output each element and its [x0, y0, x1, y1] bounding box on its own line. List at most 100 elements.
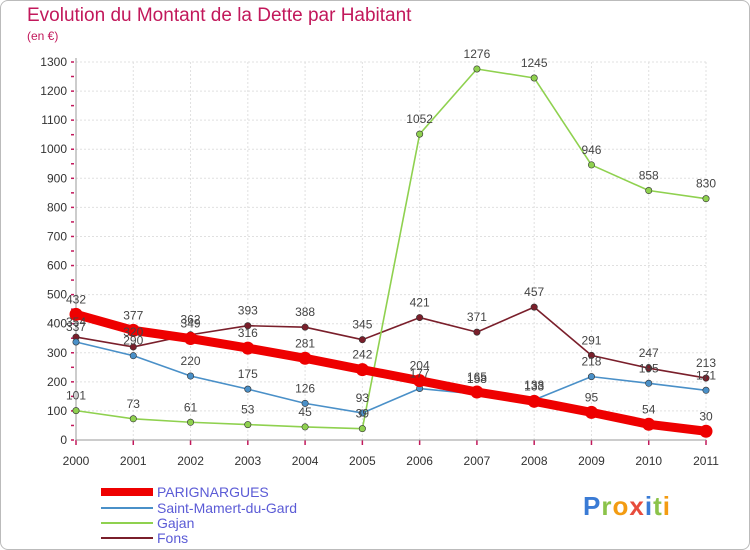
y-tick-label: 1100 — [41, 113, 67, 127]
data-label-gajan: 73 — [127, 397, 141, 411]
data-label-fons: 362 — [181, 313, 201, 327]
data-label-gajan: 1276 — [464, 47, 491, 61]
data-point-gajan — [587, 161, 595, 169]
data-label-fons: 213 — [696, 356, 716, 370]
data-point-fons — [358, 336, 366, 344]
data-point-gajan — [301, 423, 309, 431]
legend-label: Gajan — [157, 515, 195, 531]
data-label-saint-mamert-du-gard: 218 — [581, 355, 601, 369]
data-label-fons: 457 — [524, 285, 544, 299]
data-point-parignargues — [413, 374, 427, 388]
data-label-parignargues: 54 — [642, 402, 656, 416]
legend-swatch-saint-mamert — [101, 507, 153, 509]
data-label-saint-mamert-du-gard: 175 — [238, 367, 258, 381]
data-label-parignargues: 242 — [352, 348, 372, 362]
legend-swatch-parignargues — [101, 488, 153, 496]
x-tick-label: 2009 — [578, 454, 605, 468]
data-label-fons: 421 — [410, 296, 430, 310]
x-tick-label: 2010 — [635, 454, 662, 468]
series-line-gajan — [418, 68, 707, 200]
data-point-saint-mamert-du-gard — [645, 379, 653, 387]
data-label-parignargues: 133 — [524, 379, 544, 393]
data-point-parignargues — [642, 417, 656, 431]
legend-swatch-fons — [101, 537, 153, 539]
data-point-fons — [473, 328, 481, 336]
data-point-parignargues — [527, 394, 541, 408]
data-label-parignargues: 349 — [181, 317, 201, 331]
data-point-parignargues — [298, 351, 312, 365]
x-tick-label: 2004 — [292, 454, 319, 468]
legend-label: PARIGNARGUES — [157, 484, 269, 500]
data-point-gajan — [129, 415, 137, 423]
y-tick-label: 100 — [47, 404, 67, 418]
data-label-parignargues: 432 — [66, 292, 86, 306]
data-point-parignargues — [584, 405, 598, 419]
y-tick-label: 1200 — [40, 84, 67, 98]
data-label-parignargues: 316 — [238, 326, 258, 340]
series-line-gajan-jump — [361, 133, 421, 429]
data-label-parignargues: 377 — [123, 308, 143, 322]
data-point-saint-mamert-du-gard — [702, 386, 710, 394]
x-tick-label: 2003 — [234, 454, 261, 468]
proxiti-logo: Proxiti — [583, 491, 671, 521]
data-point-fons — [301, 323, 309, 331]
data-label-gajan: 1052 — [406, 112, 433, 126]
data-label-saint-mamert-du-gard: 290 — [123, 334, 143, 348]
data-label-fons: 354 — [66, 315, 86, 329]
x-tick-label: 2011 — [693, 454, 719, 468]
data-label-saint-mamert-du-gard: 171 — [696, 368, 716, 382]
data-point-fons — [645, 364, 653, 372]
x-tick-label: 2001 — [120, 454, 147, 468]
data-label-saint-mamert-du-gard: 220 — [181, 354, 201, 368]
data-label-saint-mamert-du-gard: 138 — [524, 378, 544, 392]
data-label-saint-mamert-du-gard: 337 — [66, 320, 86, 334]
data-point-saint-mamert-du-gard — [587, 373, 595, 381]
y-tick-label: 600 — [47, 259, 67, 273]
data-label-parignargues: 30 — [699, 409, 713, 423]
data-label-gajan: 858 — [639, 169, 659, 183]
data-point-gajan — [72, 407, 80, 415]
data-label-gajan: 53 — [241, 403, 255, 417]
series-line-fons — [75, 306, 707, 379]
x-tick-label: 2000 — [63, 454, 90, 468]
y-tick-label: 500 — [47, 288, 67, 302]
data-point-parignargues — [355, 363, 369, 377]
data-point-fons — [587, 351, 595, 359]
x-tick-label: 2006 — [406, 454, 433, 468]
legend-label: Fons — [157, 530, 189, 546]
data-point-fons — [702, 374, 710, 382]
data-label-parignargues: 165 — [467, 370, 487, 384]
data-label-gajan: 830 — [696, 177, 716, 191]
data-point-saint-mamert-du-gard — [244, 385, 252, 393]
chart-title: Evolution du Montant de la Dette par Hab… — [27, 5, 412, 26]
data-label-gajan: 101 — [66, 389, 86, 403]
data-label-gajan: 39 — [356, 407, 370, 421]
data-point-gajan — [645, 187, 653, 195]
data-point-parignargues — [184, 332, 198, 346]
data-point-parignargues — [126, 323, 140, 337]
legend-swatch-gajan — [101, 522, 153, 524]
data-label-gajan: 1245 — [521, 56, 548, 70]
data-point-gajan — [244, 421, 252, 429]
y-tick-label: 300 — [47, 346, 67, 360]
series-line-gajan — [75, 409, 364, 430]
x-tick-label: 2005 — [349, 454, 376, 468]
data-point-saint-mamert-du-gard — [129, 352, 137, 360]
data-point-parignargues — [69, 307, 83, 321]
data-point-parignargues — [241, 341, 255, 355]
data-point-saint-mamert-du-gard — [301, 399, 309, 407]
data-point-parignargues — [699, 424, 713, 438]
data-label-fons: 388 — [295, 305, 315, 319]
data-label-fons: 291 — [581, 333, 601, 347]
data-label-fons: 371 — [467, 310, 487, 324]
data-point-fons — [129, 343, 137, 351]
data-label-parignargues: 204 — [410, 359, 430, 373]
y-tick-label: 0 — [60, 433, 67, 447]
data-point-fons — [244, 322, 252, 330]
data-label-gajan: 45 — [298, 405, 312, 419]
x-tick-label: 2002 — [177, 454, 204, 468]
data-point-gajan — [530, 74, 538, 82]
y-tick-label: 1300 — [40, 55, 67, 69]
data-point-fons — [530, 303, 538, 311]
